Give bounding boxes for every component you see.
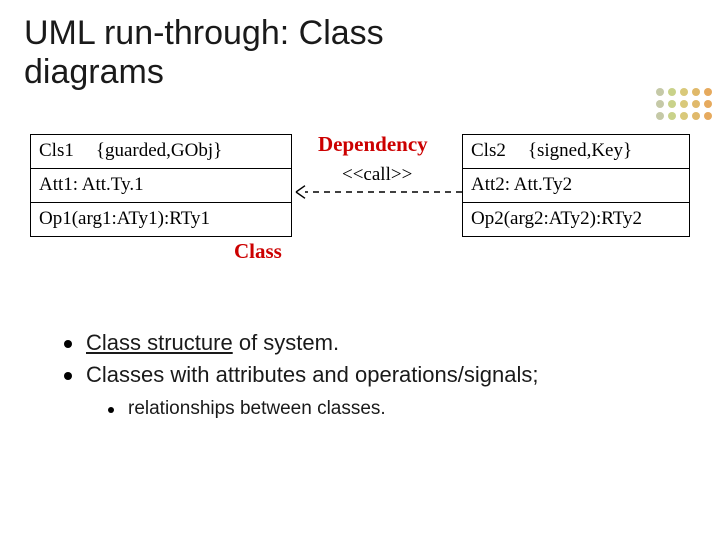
body-text: Class structure of system. Classes with a… bbox=[64, 330, 538, 426]
bullet-icon bbox=[64, 340, 72, 348]
dependency-arrow bbox=[30, 134, 690, 292]
bullet-icon bbox=[108, 407, 114, 413]
bullet-icon bbox=[64, 372, 72, 380]
title-line-2: diagrams bbox=[24, 53, 164, 91]
sub-bullet-item: relationships between classes. bbox=[108, 398, 538, 420]
title-line-1: UML run-through: Class bbox=[24, 14, 384, 52]
uml-diagram: Cls1 {guarded,GObj} Att1: Att.Ty.1 Op1(a… bbox=[30, 134, 690, 292]
sub-bullet-text: relationships between classes. bbox=[128, 398, 386, 420]
decorative-dots bbox=[656, 88, 712, 120]
bullet-item: Class structure of system. bbox=[64, 330, 538, 356]
bullet-text: Classes with attributes and operations/s… bbox=[86, 362, 538, 388]
bullet-item: Classes with attributes and operations/s… bbox=[64, 362, 538, 388]
bullet-text: Class structure of system. bbox=[86, 330, 339, 356]
slide-title: UML run-through: Class diagrams bbox=[24, 14, 384, 92]
